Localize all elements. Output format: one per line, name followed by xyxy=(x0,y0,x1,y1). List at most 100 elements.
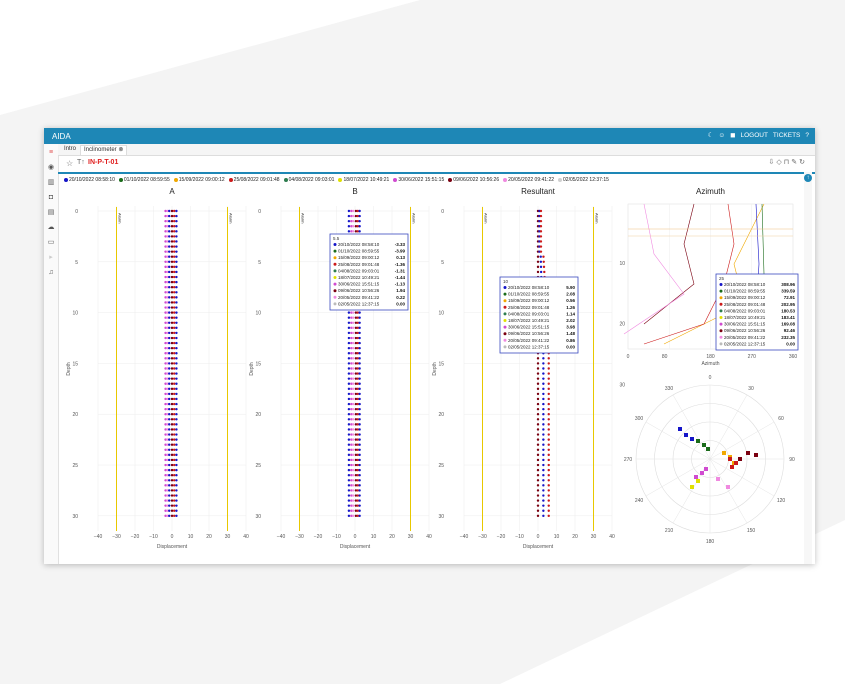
polar-angle-label: 180 xyxy=(706,539,715,545)
data-point xyxy=(164,468,167,472)
data-point xyxy=(175,326,178,330)
legend-item[interactable]: 20/10/2022 08:58:10 xyxy=(64,177,115,183)
cloud-icon[interactable]: ☁ xyxy=(47,224,55,231)
data-point xyxy=(173,418,176,421)
data-point xyxy=(175,270,178,274)
legend-item[interactable]: 30/06/2022 15:51:15 xyxy=(393,177,444,183)
data-point xyxy=(356,468,359,472)
data-point xyxy=(351,382,355,385)
data-point xyxy=(164,316,167,319)
legend-item[interactable]: 18/07/2022 10:49:21 xyxy=(338,177,389,183)
legend-item[interactable]: 02/05/2022 12:37:15 xyxy=(558,177,609,183)
tab-inclinometer[interactable]: Inclinometer ⊗ xyxy=(80,145,128,155)
lock-icon[interactable]: ⊓ xyxy=(783,159,792,166)
data-point xyxy=(351,489,355,492)
tooltip-b-marker xyxy=(333,302,337,306)
data-point xyxy=(347,463,351,467)
data-point xyxy=(175,296,178,299)
data-point xyxy=(547,433,550,436)
refresh-icon[interactable]: ↻ xyxy=(799,159,807,166)
data-point xyxy=(350,499,353,502)
logout-button[interactable]: LOGOUT xyxy=(740,131,768,139)
legend-item[interactable]: 25/08/2022 09:01:48 xyxy=(228,177,280,183)
data-point xyxy=(350,448,353,451)
tooltip-r-marker xyxy=(503,286,507,289)
data-point xyxy=(170,423,174,426)
data-point xyxy=(547,453,550,457)
star-icon[interactable]: ☆ xyxy=(66,159,74,168)
data-point xyxy=(164,291,167,294)
data-point xyxy=(358,489,361,492)
y-tick-label: 0 xyxy=(258,209,261,215)
data-point xyxy=(168,265,171,269)
document-icon[interactable]: ▤ xyxy=(47,209,55,216)
legend-marker xyxy=(393,178,398,182)
help-button[interactable]: ? xyxy=(805,131,809,139)
data-point xyxy=(354,341,358,345)
data-point xyxy=(547,458,550,462)
data-point xyxy=(175,397,178,401)
data-point xyxy=(175,484,178,487)
menu-icon[interactable]: ≡ xyxy=(48,149,54,156)
legend-item[interactable]: 09/06/2022 10:56:26 xyxy=(448,177,499,183)
polar-data-point xyxy=(690,437,694,441)
legend-item[interactable]: 04/08/2022 09:03:01 xyxy=(283,177,334,183)
tooltip-b-value: 1.94 xyxy=(396,288,405,293)
data-point xyxy=(164,255,167,258)
text-size-icon[interactable]: T↑ xyxy=(77,159,85,166)
archive-icon[interactable]: ▭ xyxy=(47,239,55,246)
data-point xyxy=(166,397,169,401)
data-point xyxy=(170,270,174,274)
close-icon[interactable]: ⊗ xyxy=(118,147,124,153)
download-icon[interactable]: ⇩ xyxy=(768,159,777,166)
camera-icon[interactable]: ◘ xyxy=(48,194,54,201)
data-point xyxy=(166,499,169,502)
arrow-icon[interactable]: ▸ xyxy=(49,254,53,261)
filter-icon[interactable]: ◇ xyxy=(776,159,784,166)
database-icon[interactable]: ◉ xyxy=(47,164,55,171)
data-point xyxy=(539,255,542,258)
data-point xyxy=(168,514,171,518)
legend-item[interactable]: 15/09/2022 09:00:12 xyxy=(173,177,225,183)
scrollbar[interactable]: ↑ xyxy=(804,172,812,564)
data-point xyxy=(347,468,351,472)
scroll-top-button[interactable]: ↑ xyxy=(804,174,812,182)
data-point xyxy=(350,438,353,441)
data-point xyxy=(354,377,358,380)
chart-legend: 20/10/2022 08:58:10 01/10/2022 08:59:55 15… xyxy=(64,175,764,185)
data-point xyxy=(175,428,178,431)
chart-icon[interactable]: ▥ xyxy=(47,179,55,186)
legend-label: 20/10/2022 08:58:10 xyxy=(69,177,115,183)
data-point xyxy=(350,387,353,391)
azimuth-x-tick: 0 xyxy=(627,354,630,360)
data-point xyxy=(173,316,176,319)
tab-intro[interactable]: Intro xyxy=(64,146,77,152)
data-point xyxy=(350,428,353,431)
data-point xyxy=(356,489,359,492)
data-point xyxy=(547,372,550,375)
user-icon[interactable]: ☺ xyxy=(718,131,726,139)
data-point xyxy=(175,291,178,294)
data-point xyxy=(175,372,178,375)
moon-icon[interactable]: ☾ xyxy=(707,132,714,139)
polar-spoke xyxy=(672,458,711,524)
data-point xyxy=(168,377,171,380)
bell-icon[interactable]: ♫ xyxy=(48,269,54,276)
data-point xyxy=(170,407,174,411)
legend-item[interactable]: 01/10/2022 08:59:55 xyxy=(118,177,170,183)
data-point xyxy=(350,372,353,375)
data-point xyxy=(173,280,176,284)
data-point xyxy=(358,311,361,314)
alarm-label: Alarm xyxy=(595,213,600,224)
edit-icon[interactable]: ✎ xyxy=(791,159,800,166)
tickets-button[interactable]: TICKETS xyxy=(772,131,801,139)
data-point xyxy=(351,346,355,350)
legend-item[interactable]: 20/05/2022 09:41:22 xyxy=(503,177,554,183)
data-point xyxy=(542,367,545,370)
data-point xyxy=(356,357,359,360)
logout-icon[interactable]: ◼ xyxy=(730,132,736,139)
data-point xyxy=(539,230,543,233)
data-point xyxy=(356,453,359,457)
data-point xyxy=(168,448,171,451)
data-point xyxy=(170,362,174,365)
